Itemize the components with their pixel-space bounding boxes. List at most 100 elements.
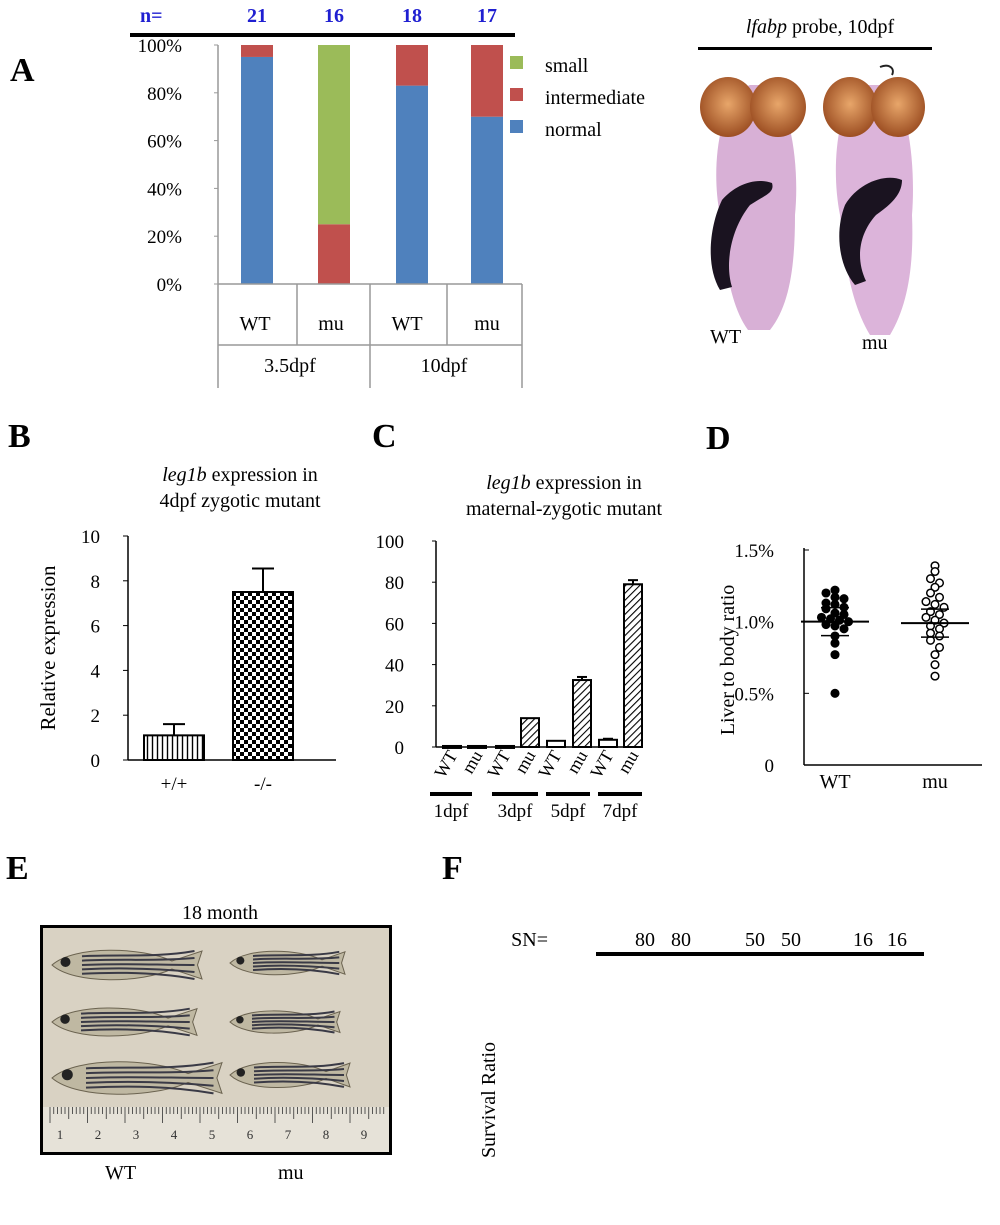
- fish: [51, 949, 203, 981]
- n-value: 16: [324, 5, 344, 27]
- sn-value: 16: [887, 929, 907, 951]
- ruler-number: 8: [323, 1127, 330, 1142]
- group-line: [546, 792, 590, 796]
- y-axis-label: Relative expression: [36, 565, 60, 731]
- ruler-number: 2: [95, 1127, 102, 1142]
- data-point-WT: [839, 609, 849, 620]
- panel-c-title-rest: expression in: [530, 472, 642, 494]
- sn-value: 80: [671, 929, 691, 951]
- x-category-label: +/+: [161, 774, 188, 795]
- fish-eye: [236, 956, 245, 965]
- y-tick-label: 100: [376, 532, 405, 553]
- x-category-label: WT: [586, 747, 617, 781]
- image-title-probe: lfabp: [745, 16, 787, 38]
- bar-normal: [241, 56, 273, 285]
- data-point-WT: [821, 604, 831, 614]
- panel-b-title-line2: 4dpf zygotic mutant: [159, 490, 321, 512]
- panel-c-title-line2: maternal-zygotic mutant: [465, 498, 663, 520]
- image-title: lfabp probe, 10dpf: [700, 14, 940, 40]
- ruler-number: 4: [171, 1127, 178, 1142]
- group-line: [430, 792, 472, 796]
- legend-label-normal: normal: [545, 119, 602, 141]
- y-tick-label: 0: [395, 738, 405, 759]
- chart-b-bar: 0 2 4 6 8 10 Relative expression +/+ -/-: [36, 527, 336, 795]
- data-point-mu: [934, 631, 945, 641]
- bar: [495, 744, 515, 749]
- chart-a-stacked-bar: n= 21 16 18 170%20%40%60%80%100%WT mu WT mu3.5d…: [130, 5, 645, 388]
- y-tick-label: 40%: [147, 179, 182, 200]
- bar: [520, 717, 540, 749]
- bar-intermediate: [241, 45, 273, 57]
- fish-stripe: [251, 1020, 335, 1023]
- fish-eye: [236, 1016, 244, 1024]
- data-point-mu: [930, 599, 940, 610]
- sn-value: 50: [745, 929, 765, 951]
- fish-stripe: [85, 1061, 214, 1070]
- panel-label-e: E: [6, 850, 29, 887]
- bar: [546, 739, 566, 749]
- x-group-label: 3.5dpf: [264, 355, 316, 377]
- sn-label: SN=: [511, 929, 548, 951]
- legend-label-small: small: [545, 55, 589, 77]
- bar-normal: [396, 85, 428, 284]
- x-group-label: 1dpf: [434, 801, 470, 822]
- x-group-label: 5dpf: [551, 801, 587, 822]
- n-line: [130, 33, 515, 37]
- data-point-WT: [830, 638, 840, 648]
- legend-swatch-normal: [510, 120, 523, 133]
- y-tick-label: 4: [91, 661, 101, 682]
- x-category-label: WT: [819, 771, 850, 793]
- ruler-number: 9: [361, 1127, 368, 1142]
- legend-swatch-intermediate: [510, 88, 523, 101]
- bar-intermediate: [396, 45, 428, 86]
- chart-d-scatter: 0 0.5% 1.0% 1.5% Liver to body ratio WT mu: [717, 541, 982, 793]
- panel-b-title-rest: expression in: [206, 464, 318, 486]
- x-group-label: 10dpf: [421, 355, 468, 377]
- fish-stripe: [253, 1073, 345, 1076]
- wt-larva: [700, 77, 806, 330]
- panel-b-title: leg1b expression in 4dpf zygotic mutant: [120, 462, 360, 514]
- fish-stripe: [85, 1069, 214, 1075]
- n-value: 17: [477, 5, 497, 27]
- ruler-number: 1: [57, 1127, 64, 1142]
- data-point-WT: [830, 650, 840, 660]
- data-point-mu: [930, 650, 940, 660]
- mu-larva: [823, 64, 925, 335]
- y-tick-label: 60: [385, 614, 404, 635]
- bar-normal: [471, 116, 503, 284]
- x-group-label: 3dpf: [498, 801, 534, 822]
- fish-stripe: [253, 1080, 345, 1088]
- image-title-rest: probe, 10dpf: [786, 16, 895, 38]
- x-category-label: mu: [458, 747, 487, 777]
- ruler-number: 3: [133, 1127, 140, 1142]
- fish: [229, 950, 346, 976]
- bar: [232, 591, 294, 761]
- y-tick-label: 0: [91, 751, 101, 772]
- data-point-WT: [830, 608, 840, 618]
- panel-c-title-gene: leg1b: [486, 472, 531, 494]
- x-category-label: WT: [239, 313, 270, 335]
- sn-value: 50: [781, 929, 801, 951]
- fish-stripe: [251, 1015, 335, 1020]
- y-tick-label: 80: [385, 573, 404, 594]
- panel-b-title-gene: leg1b: [162, 464, 207, 486]
- fish-stripe: [80, 1020, 190, 1023]
- data-point-mu: [934, 642, 945, 653]
- data-point-WT: [830, 621, 840, 631]
- data-point-mu: [939, 602, 949, 612]
- ruler-number: 6: [247, 1127, 254, 1142]
- n-label: n=: [140, 5, 163, 27]
- legend-label-intermediate: intermediate: [545, 87, 645, 109]
- panel-label-a: A: [10, 52, 35, 89]
- fish: [51, 1007, 198, 1037]
- image-label-mu: mu: [862, 332, 888, 354]
- larvae-photo: [700, 64, 925, 335]
- bar-intermediate: [318, 224, 350, 284]
- data-point-WT: [830, 688, 840, 698]
- y-tick-label: 2: [91, 706, 101, 727]
- fish-stripe: [251, 1026, 335, 1034]
- fish-label-wt: WT: [105, 1162, 137, 1184]
- bar: [598, 738, 618, 748]
- bar-intermediate: [471, 45, 503, 117]
